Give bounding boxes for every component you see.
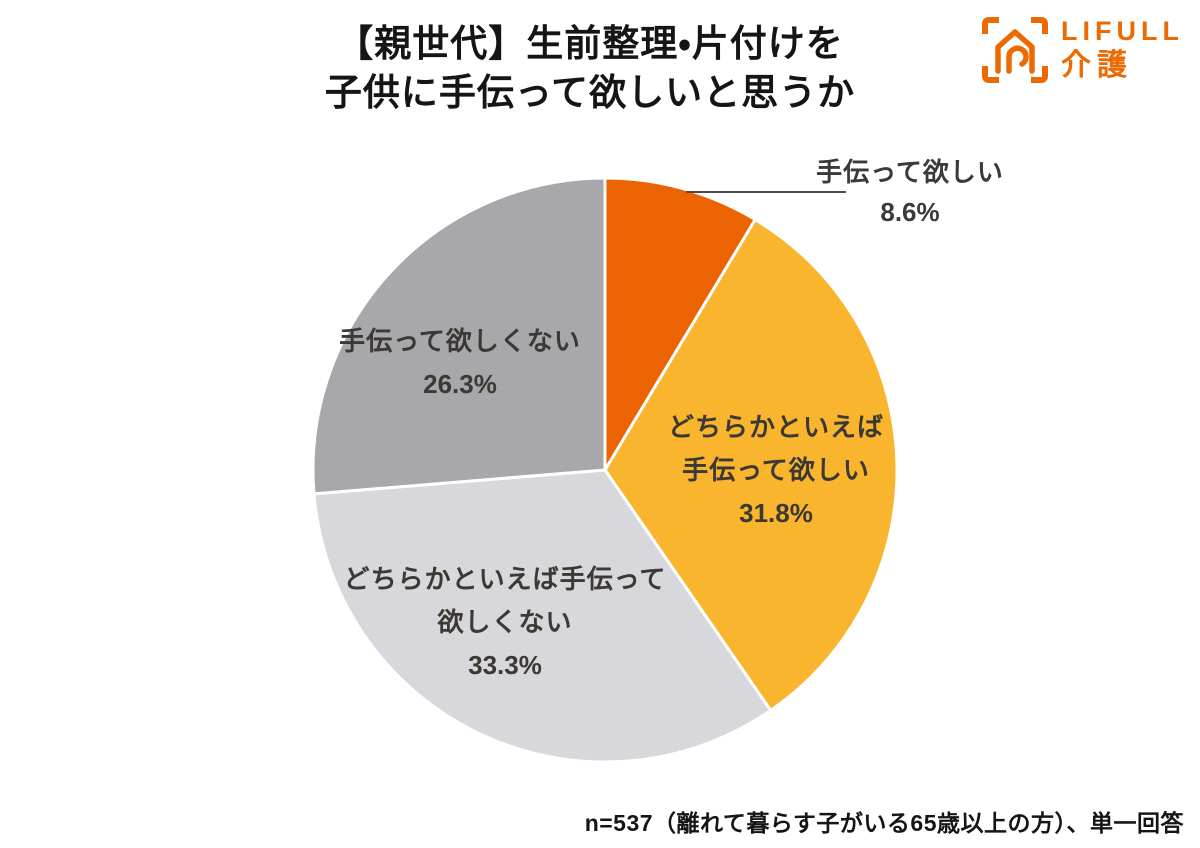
- chart-title-line1: 【親世代】生前整理・片付けを: [336, 23, 844, 64]
- lifull-house-icon: [982, 17, 1049, 83]
- chart-title: 【親世代】生前整理・片付けを 子供に手伝って欲しいと思うか: [150, 20, 1030, 118]
- sample-size-note: n=537（離れて暮らす子がいる65歳以上の方）、単一回答: [584, 810, 1184, 836]
- pie-label-rather-not-line1: どちらかといえば手伝って: [343, 564, 667, 594]
- pie-label-rather-helped-line1: どちらかといえば: [667, 412, 884, 442]
- pie-slice-2: [312, 468, 773, 764]
- pie-slice-0: [603, 176, 757, 472]
- pie-label-helped-text: 手伝って欲しい: [816, 157, 1004, 187]
- pie-label-rather-not-pct: 33.3%: [468, 650, 542, 680]
- logo-wordmark: LIFULL 介護: [1061, 15, 1184, 83]
- chart-title-line2: 子供に手伝って欲しいと思うか: [324, 71, 856, 113]
- pie-chart: [311, 176, 899, 764]
- logo-service-text: 介護: [1061, 48, 1134, 82]
- pie-label-helped: 手伝って欲しい 8.6%: [790, 152, 1030, 232]
- pie-label-not-pct: 26.3%: [423, 369, 497, 399]
- logo-brand-text: LIFULL: [1061, 15, 1184, 46]
- pie-slice-3: [311, 176, 607, 496]
- pie-label-rather-helped-line2: 手伝って欲しい: [682, 455, 870, 485]
- pie-label-rather-helped-pct: 31.8%: [739, 498, 813, 528]
- pie-label-not-text: 手伝って欲しくない: [339, 326, 581, 356]
- pie-slice-1: [603, 218, 899, 712]
- lifull-kaigo-logo: LIFULL 介護: [979, 14, 1184, 86]
- pie-label-helped-pct: 8.6%: [880, 197, 940, 227]
- pie-label-rather-not-line2: 欲しくない: [437, 607, 573, 637]
- leader-line-helped: [686, 191, 846, 193]
- pie-label-rather-not: どちらかといえば手伝って 欲しくない 33.3%: [325, 558, 685, 687]
- pie-label-not: 手伝って欲しくない 26.3%: [290, 320, 630, 406]
- pie-label-rather-helped: どちらかといえば 手伝って欲しい 31.8%: [616, 406, 936, 535]
